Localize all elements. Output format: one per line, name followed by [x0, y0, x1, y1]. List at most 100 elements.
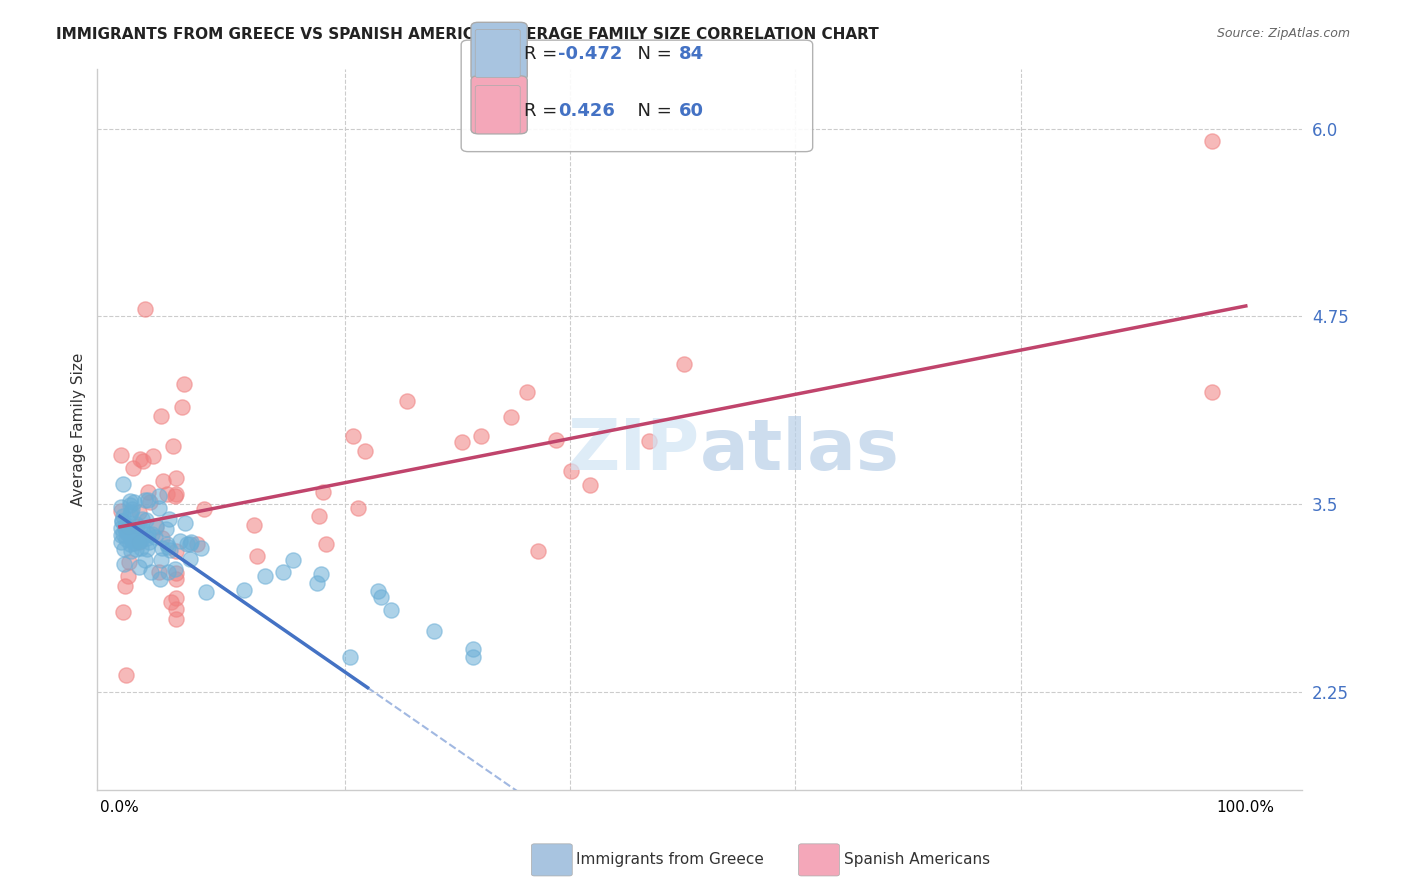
Point	[560, 464, 582, 478]
Point	[1201, 384, 1223, 399]
Point	[120, 494, 142, 508]
Point	[367, 584, 389, 599]
Point	[111, 514, 134, 528]
Point	[307, 575, 329, 590]
Point	[157, 512, 180, 526]
Point	[122, 461, 145, 475]
Point	[463, 642, 485, 657]
Point	[112, 605, 135, 619]
Point	[396, 393, 419, 408]
Point	[342, 428, 364, 442]
Text: 84: 84	[679, 45, 704, 62]
Point	[118, 555, 141, 569]
Point	[195, 584, 218, 599]
Point	[672, 357, 695, 371]
Point	[136, 493, 159, 508]
Point	[117, 519, 139, 533]
Point	[163, 489, 186, 503]
Point	[461, 650, 484, 665]
Point	[637, 434, 659, 448]
Point	[115, 533, 138, 547]
Text: Spanish Americans: Spanish Americans	[844, 853, 990, 867]
Point	[120, 532, 142, 546]
Point	[129, 522, 152, 536]
Point	[347, 501, 370, 516]
Point	[122, 536, 145, 550]
Text: R =: R =	[524, 45, 564, 62]
Point	[526, 543, 548, 558]
Point	[155, 523, 177, 537]
Point	[470, 429, 492, 443]
Point	[131, 512, 153, 526]
Point	[115, 526, 138, 541]
Point	[165, 611, 187, 625]
Point	[110, 504, 132, 518]
Point	[118, 507, 141, 521]
Point	[128, 559, 150, 574]
Point	[165, 602, 187, 616]
Point	[354, 444, 377, 458]
Point	[190, 541, 212, 556]
Point	[243, 518, 266, 533]
Point	[129, 541, 152, 555]
Point	[156, 537, 179, 551]
Point	[122, 522, 145, 536]
Point	[165, 572, 187, 586]
Point	[176, 537, 198, 551]
Point	[173, 377, 195, 392]
Text: R =: R =	[524, 103, 569, 120]
Point	[193, 502, 215, 516]
Point	[163, 562, 186, 576]
Point	[112, 557, 135, 571]
Point	[578, 478, 600, 492]
Point	[148, 565, 170, 579]
Point	[165, 544, 187, 558]
Point	[110, 534, 132, 549]
Point	[110, 521, 132, 535]
Text: N =: N =	[626, 103, 678, 120]
Point	[117, 569, 139, 583]
Point	[114, 541, 136, 556]
Point	[180, 534, 202, 549]
Point	[141, 565, 163, 579]
Point	[159, 542, 181, 557]
Point	[134, 301, 156, 316]
Text: 0.426: 0.426	[558, 103, 614, 120]
Point	[122, 494, 145, 508]
Point	[139, 495, 162, 509]
Text: Source: ZipAtlas.com: Source: ZipAtlas.com	[1216, 27, 1350, 40]
Point	[128, 505, 150, 519]
Point	[157, 540, 180, 554]
Point	[127, 518, 149, 533]
Point	[118, 536, 141, 550]
Point	[125, 541, 148, 556]
Point	[136, 532, 159, 546]
Point	[129, 533, 152, 548]
Point	[132, 454, 155, 468]
Text: -0.472: -0.472	[558, 45, 623, 62]
Point	[516, 385, 538, 400]
Point	[246, 549, 269, 564]
Point	[150, 552, 173, 566]
Point	[131, 533, 153, 547]
Point	[142, 450, 165, 464]
Text: Immigrants from Greece: Immigrants from Greece	[576, 853, 765, 867]
Point	[135, 513, 157, 527]
Point	[501, 409, 523, 424]
Point	[156, 486, 179, 500]
Point	[165, 471, 187, 485]
Y-axis label: Average Family Size: Average Family Size	[72, 352, 86, 506]
Point	[165, 591, 187, 605]
Point	[114, 523, 136, 537]
Point	[309, 566, 332, 581]
Point	[136, 526, 159, 541]
Point	[135, 542, 157, 557]
Point	[312, 484, 335, 499]
Point	[232, 583, 254, 598]
Point	[110, 448, 132, 462]
Text: atlas: atlas	[700, 417, 900, 485]
Point	[110, 500, 132, 515]
Point	[114, 518, 136, 533]
Point	[121, 501, 143, 516]
Point	[423, 624, 446, 638]
